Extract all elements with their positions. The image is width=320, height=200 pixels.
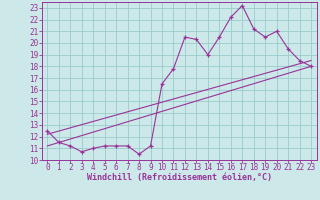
X-axis label: Windchill (Refroidissement éolien,°C): Windchill (Refroidissement éolien,°C) [87, 173, 272, 182]
